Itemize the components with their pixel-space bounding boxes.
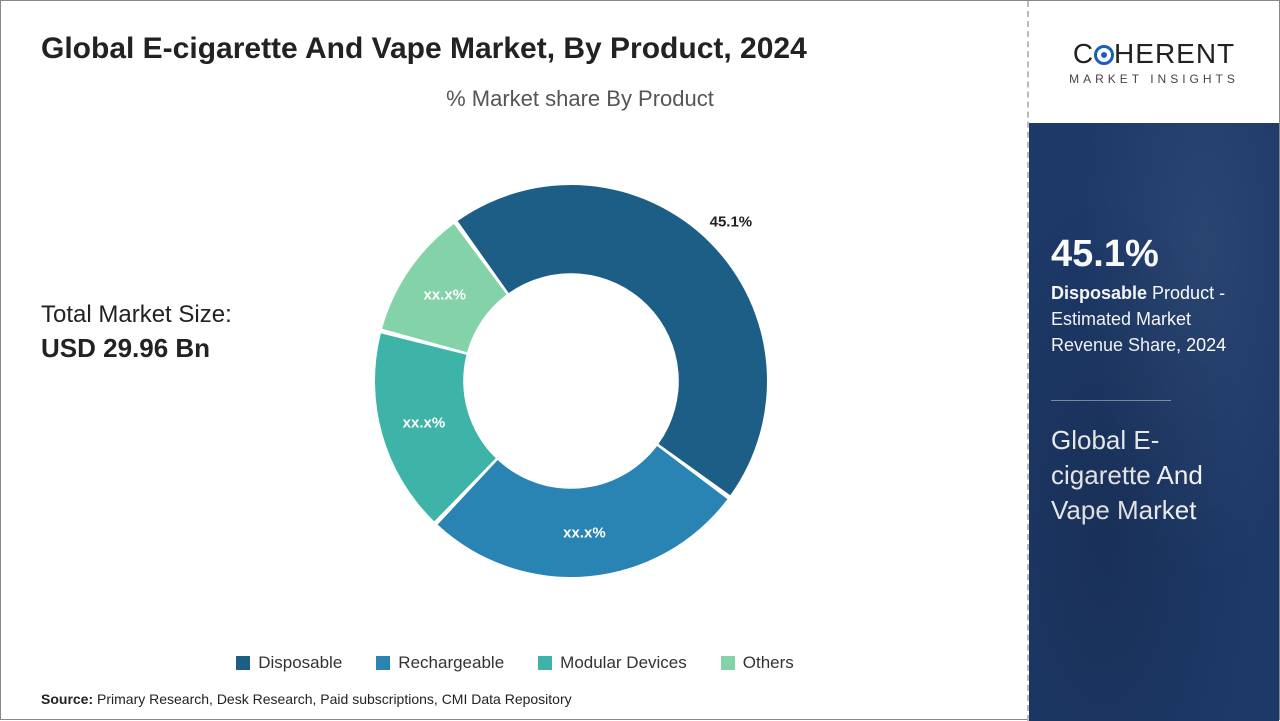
legend-swatch (376, 656, 390, 670)
donut-slice-disposable (458, 185, 767, 495)
legend-item: Disposable (236, 653, 342, 673)
logo-text-left: C (1073, 38, 1094, 69)
chart-legend: Disposable Rechargeable Modular Devices Oth… (1, 653, 1029, 673)
logo-sub: MARKET INSIGHTS (1069, 72, 1239, 86)
legend-swatch (538, 656, 552, 670)
legend-swatch (236, 656, 250, 670)
source-text: Primary Research, Desk Research, Paid su… (97, 691, 572, 707)
market-size-label: Total Market Size: (41, 301, 232, 329)
main-area: Global E-cigarette And Vape Market, By P… (1, 1, 1029, 721)
legend-item: Modular Devices (538, 653, 687, 673)
chart-subtitle: % Market share By Product (161, 86, 999, 112)
donut-svg (371, 181, 771, 581)
kpi-desc: Disposable Product - Estimated Market Re… (1051, 280, 1257, 358)
legend-swatch (721, 656, 735, 670)
page-title: Global E-cigarette And Vape Market, By P… (41, 29, 821, 68)
kpi-value: 45.1% (1051, 233, 1257, 276)
source-line: Source: Primary Research, Desk Research,… (41, 691, 572, 707)
target-icon (1094, 45, 1114, 65)
donut-chart: 45.1%xx.x%xx.x%xx.x% (371, 181, 771, 581)
panel-title: Global E-cigarette And Vape Market (1051, 423, 1257, 528)
logo-top: C HERENT (1069, 38, 1239, 70)
logo-area: C HERENT MARKET INSIGHTS (1029, 1, 1279, 123)
market-size-block: Total Market Size: USD 29.96 Bn (41, 301, 232, 364)
legend-label: Rechargeable (398, 653, 504, 673)
legend-label: Others (743, 653, 794, 673)
kpi-panel: 45.1% Disposable Product - Estimated Mar… (1029, 123, 1279, 721)
legend-label: Disposable (258, 653, 342, 673)
panel-divider (1051, 400, 1171, 401)
legend-item: Rechargeable (376, 653, 504, 673)
right-panel: C HERENT MARKET INSIGHTS 45.1% Disposable… (1027, 1, 1279, 721)
brand-logo: C HERENT MARKET INSIGHTS (1069, 38, 1239, 86)
source-label: Source: (41, 691, 93, 707)
legend-item: Others (721, 653, 794, 673)
kpi-bold: Disposable (1051, 283, 1147, 303)
market-size-value: USD 29.96 Bn (41, 333, 232, 364)
logo-text-right: HERENT (1114, 38, 1235, 69)
legend-label: Modular Devices (560, 653, 687, 673)
